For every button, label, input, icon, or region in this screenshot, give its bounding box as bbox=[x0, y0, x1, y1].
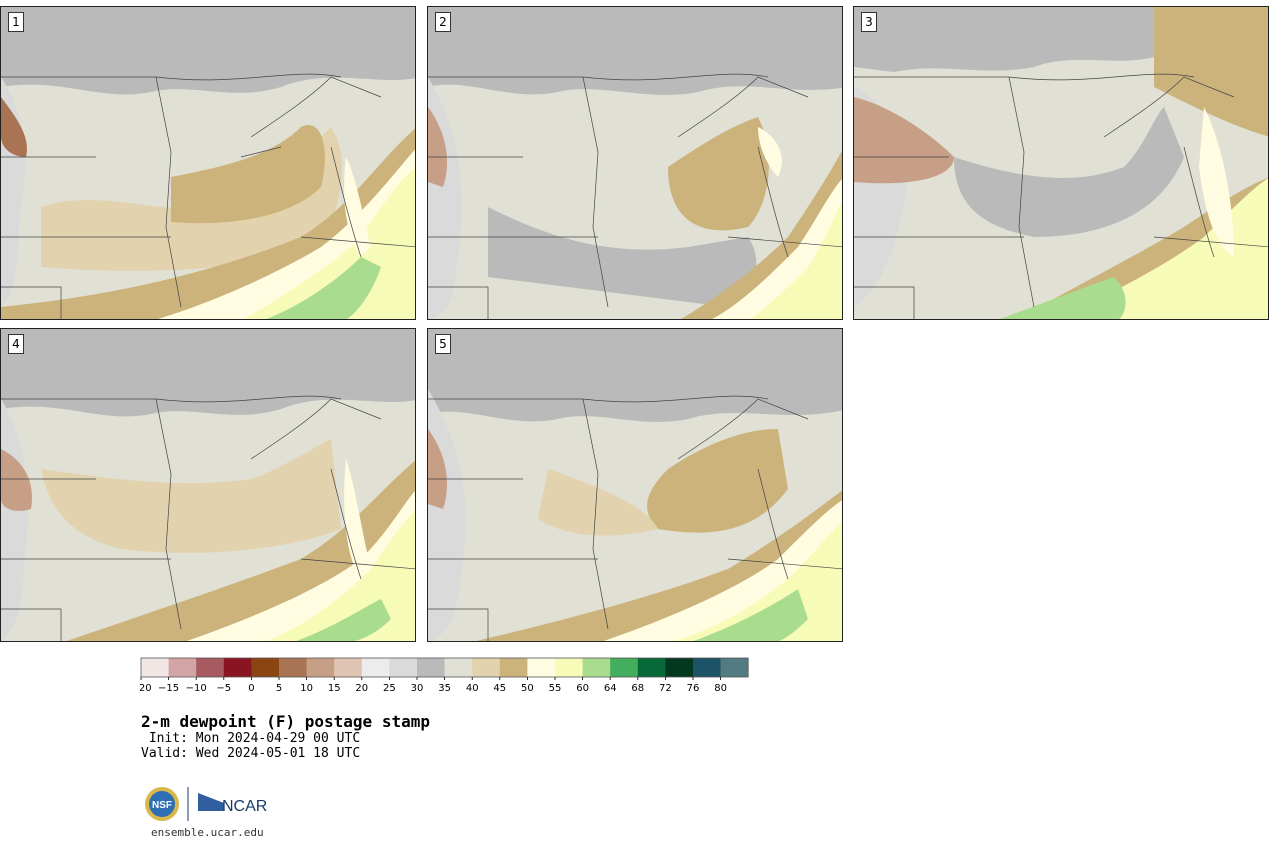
dewpoint-map-4 bbox=[1, 329, 415, 641]
nsf-logo: NSF bbox=[145, 787, 179, 821]
chart-title: 2-m dewpoint (F) postage stamp bbox=[141, 712, 430, 731]
colorbar-swatch bbox=[361, 658, 390, 677]
panel-label: 1 bbox=[8, 12, 24, 32]
colorbar-swatch bbox=[527, 658, 556, 677]
colorbar-tick-label: 76 bbox=[687, 683, 700, 694]
colorbar-tick-label: 60 bbox=[576, 683, 589, 694]
colorbar-swatch bbox=[223, 658, 252, 677]
colorbar-swatch bbox=[444, 658, 473, 677]
valid-time: Valid: Wed 2024-05-01 18 UTC bbox=[141, 746, 361, 761]
dewpoint-map-1 bbox=[1, 7, 415, 319]
panel-label: 4 bbox=[8, 334, 24, 354]
site-url: ensemble.ucar.edu bbox=[151, 826, 264, 839]
map-panel-4: 4 bbox=[0, 328, 416, 642]
colorbar-swatch bbox=[306, 658, 335, 677]
colorbar-tick-label: 40 bbox=[466, 683, 479, 694]
map-panel-2: 2 bbox=[427, 6, 843, 320]
colorbar-swatch bbox=[417, 658, 445, 677]
colorbar-tick-label: 50 bbox=[521, 683, 534, 694]
colorbar-swatch bbox=[196, 658, 225, 677]
colorbar-tick-label: −20 bbox=[140, 683, 152, 694]
colorbar-swatch bbox=[168, 658, 197, 677]
colorbar-swatch bbox=[499, 658, 528, 677]
colorbar-tick-label: 0 bbox=[248, 683, 254, 694]
colorbar: −20 −15 −10 −5 0 5 10 15 20 25 30 35 40 45 50 55 60 64 68 7… bbox=[140, 657, 749, 694]
colorbar-tick-label: −10 bbox=[186, 683, 207, 694]
colorbar-tick-label: 20 bbox=[355, 683, 368, 694]
colorbar-tick-label: 55 bbox=[549, 683, 562, 694]
colorbar-tick-label: 10 bbox=[300, 683, 313, 694]
colorbar-tick-label: −5 bbox=[216, 683, 231, 694]
colorbar-swatch bbox=[637, 658, 666, 677]
colorbar-swatches bbox=[140, 657, 749, 678]
colorbar-tick-label: −15 bbox=[158, 683, 179, 694]
colorbar-swatch bbox=[720, 658, 749, 677]
colorbar-swatch bbox=[693, 658, 721, 677]
colorbar-tick-label: 72 bbox=[659, 683, 672, 694]
colorbar-swatch bbox=[141, 658, 169, 677]
colorbar-tick-label: 80 bbox=[714, 683, 727, 694]
map-panel-5: 5 bbox=[427, 328, 843, 642]
colorbar-tick-label: 5 bbox=[276, 683, 282, 694]
colorbar-tick-label: 30 bbox=[411, 683, 424, 694]
colorbar-swatch bbox=[279, 658, 307, 677]
colorbar-swatch bbox=[582, 658, 611, 677]
svg-text:NCAR: NCAR bbox=[222, 798, 267, 815]
colorbar-swatch bbox=[389, 658, 418, 677]
dewpoint-map-3 bbox=[854, 7, 1268, 319]
colorbar-tick-label: 64 bbox=[604, 683, 617, 694]
map-panel-3: 3 bbox=[853, 6, 1269, 320]
ncar-logo: NCAR bbox=[198, 793, 267, 815]
colorbar-swatch bbox=[334, 658, 363, 677]
colorbar-tick-label: 45 bbox=[493, 683, 506, 694]
panel-label: 2 bbox=[435, 12, 451, 32]
colorbar-tick-label: 68 bbox=[631, 683, 644, 694]
dewpoint-map-2 bbox=[428, 7, 842, 319]
colorbar-swatch bbox=[472, 658, 501, 677]
colorbar-swatch bbox=[555, 658, 583, 677]
colorbar-tick-label: 15 bbox=[328, 683, 341, 694]
logos: NSF NCAR bbox=[145, 787, 267, 821]
colorbar-ticks: −20 −15 −10 −5 0 5 10 15 20 25 30 35 40 45 50 55 60 64 68 7… bbox=[140, 677, 727, 694]
dewpoint-map-5 bbox=[428, 329, 842, 641]
panel-label: 5 bbox=[435, 334, 451, 354]
colorbar-tick-label: 35 bbox=[438, 683, 451, 694]
colorbar-swatch bbox=[251, 658, 280, 677]
colorbar-tick-label: 25 bbox=[383, 683, 396, 694]
panel-label: 3 bbox=[861, 12, 877, 32]
map-panel-1: 1 bbox=[0, 6, 416, 320]
init-time: Init: Mon 2024-04-29 00 UTC bbox=[141, 731, 361, 746]
colorbar-swatch bbox=[665, 658, 694, 677]
colorbar-swatch bbox=[610, 658, 639, 677]
svg-text:NSF: NSF bbox=[152, 800, 172, 811]
